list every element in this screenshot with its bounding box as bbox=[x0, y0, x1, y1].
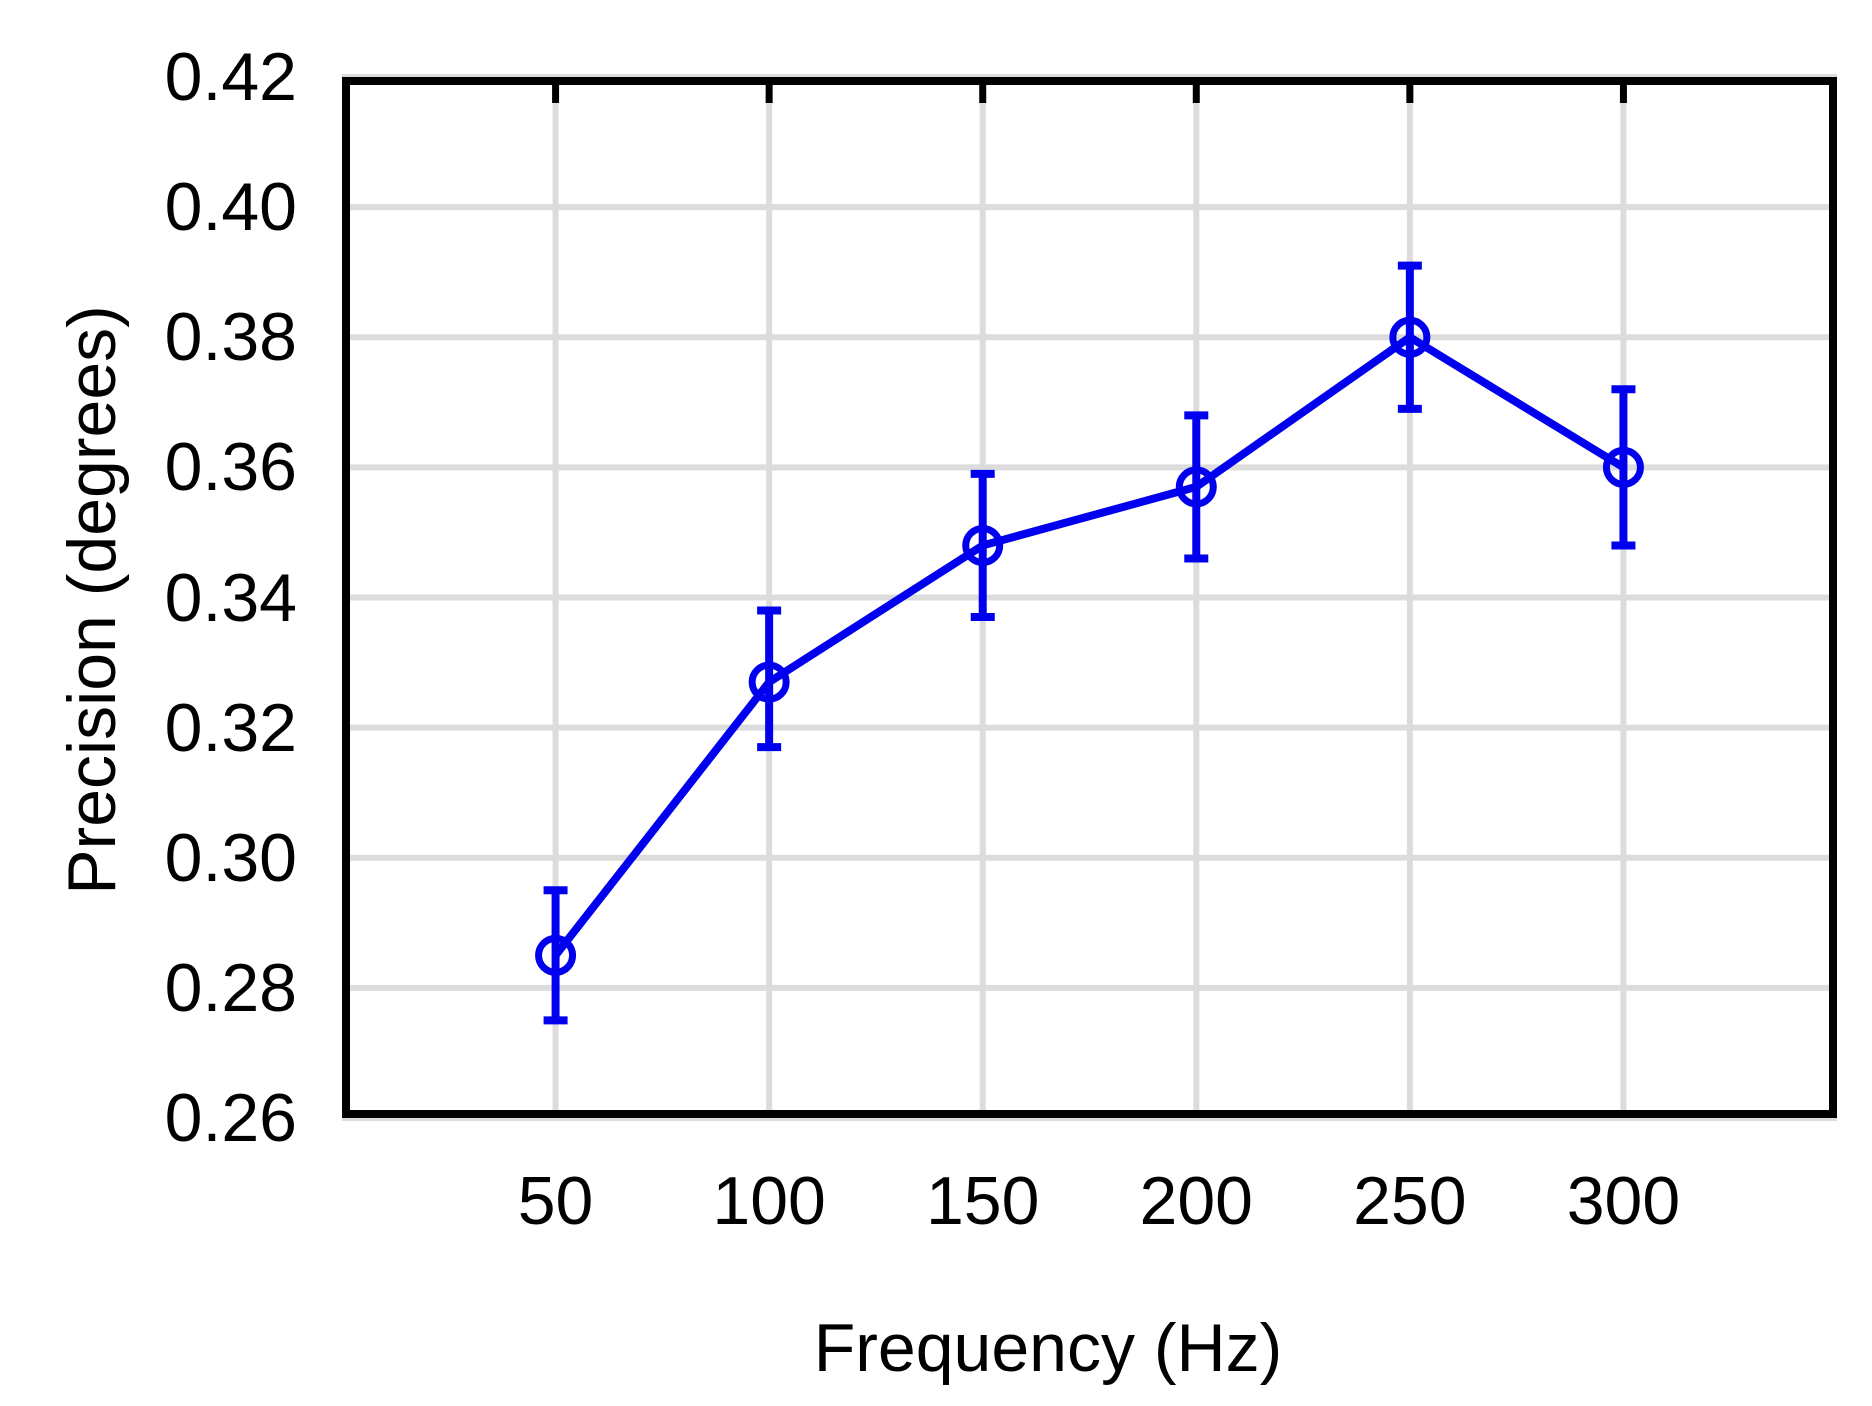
x-tick-label: 150 bbox=[925, 1163, 1040, 1239]
data-point-marker bbox=[748, 661, 790, 703]
x-tick-label: 50 bbox=[517, 1163, 594, 1239]
y-axis-title: Precision (degrees) bbox=[54, 305, 130, 895]
plot-area bbox=[342, 74, 1837, 1121]
y-tick-label: 0.28 bbox=[164, 949, 297, 1026]
y-axis-tick-labels: 0.26 0.28 0.30 0.32 0.34 0.36 0.38 0.40 0.42 bbox=[0, 0, 297, 1406]
data-point-marker bbox=[1389, 316, 1431, 358]
data-point-marker bbox=[1602, 446, 1644, 488]
y-tick-label: 0.36 bbox=[164, 429, 297, 506]
x-axis-title: Frequency (Hz) bbox=[813, 1310, 1283, 1386]
y-tick-label: 0.32 bbox=[164, 689, 297, 766]
x-tick-label: 300 bbox=[1566, 1163, 1681, 1239]
x-tick-label: 100 bbox=[712, 1163, 826, 1239]
x-tick-label: 250 bbox=[1353, 1163, 1467, 1239]
plot-frame bbox=[342, 77, 1837, 1118]
y-tick-label: 0.40 bbox=[164, 169, 297, 246]
y-tick-label: 0.38 bbox=[164, 299, 297, 376]
data-point-marker bbox=[1175, 466, 1217, 508]
error-bar bbox=[543, 886, 568, 1025]
y-tick-label: 0.30 bbox=[164, 819, 297, 896]
y-tick-label: 0.42 bbox=[164, 39, 297, 115]
data-line bbox=[552, 333, 1626, 958]
data-point-marker bbox=[962, 524, 1004, 566]
x-tick-label: 200 bbox=[1139, 1163, 1254, 1239]
y-tick-label: 0.26 bbox=[164, 1080, 297, 1156]
data-point-marker bbox=[535, 934, 577, 976]
y-tick-label: 0.34 bbox=[164, 559, 297, 636]
